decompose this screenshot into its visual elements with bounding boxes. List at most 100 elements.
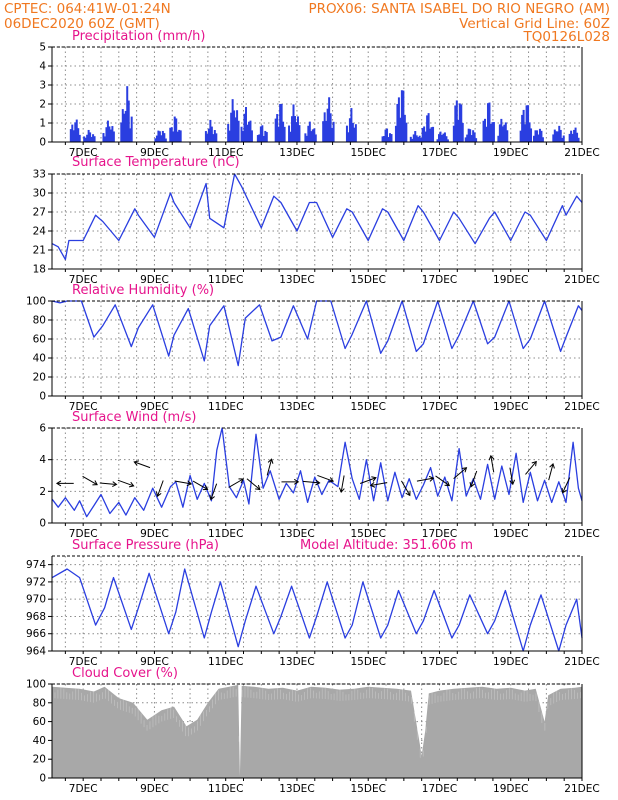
precip-bar — [75, 119, 78, 142]
wind-arrow-head — [338, 487, 345, 493]
wind-arrow-head — [444, 481, 451, 487]
panel-surface_temperature: Surface Temperature (nC) 18 21 24 27 30 33 7DEC… — [33, 155, 600, 286]
precip-bar — [87, 129, 90, 142]
y-tick-label: 80 — [33, 315, 46, 327]
precip-bar — [383, 136, 386, 142]
x-tick-label: 17DEC — [422, 656, 457, 668]
x-tick-label: 13DEC — [279, 401, 314, 413]
precip-bar — [282, 121, 285, 142]
panel-grid — [52, 173, 583, 270]
precip-bar — [439, 131, 442, 142]
panel-data — [51, 427, 583, 518]
wind-arrow-shaft — [134, 461, 151, 469]
precip-bar — [467, 128, 470, 142]
precip-bar — [84, 137, 87, 142]
wind-arrow — [453, 467, 468, 479]
precip-bar — [92, 134, 95, 142]
precip-bar — [568, 133, 571, 142]
precip-bar — [157, 130, 160, 142]
precip-bar — [570, 130, 573, 142]
wind-arrow-shaft — [470, 470, 478, 487]
wind-arrow-shaft — [82, 475, 98, 486]
precip-bar — [402, 90, 405, 142]
wind-arrow-shaft — [562, 477, 571, 493]
precip-bar — [504, 122, 507, 142]
precip-bar — [158, 131, 161, 142]
wind-arrow-shaft — [246, 478, 261, 490]
wind-arrow — [133, 460, 151, 469]
x-tick-label: 15DEC — [351, 401, 386, 413]
precip-bar — [123, 113, 126, 142]
precip-bar — [535, 130, 538, 142]
y-tick-label: 0 — [39, 518, 46, 530]
wind-arrow-head — [238, 478, 245, 484]
precip-bar — [277, 126, 280, 142]
x-tick-label: 15DEC — [351, 656, 386, 668]
precip-bar — [558, 125, 561, 142]
wind-arrow — [302, 479, 321, 486]
precip-bar — [397, 97, 400, 142]
wind-arrow — [548, 462, 555, 481]
x-tick-label: 17DEC — [422, 528, 457, 540]
precip-bar — [249, 120, 252, 142]
x-tick-label: 13DEC — [279, 656, 314, 668]
precip-bar — [176, 131, 179, 142]
y-tick-label: 60 — [33, 334, 46, 346]
x-tick-label: 21DEC — [564, 401, 599, 413]
precip-bar — [415, 135, 418, 142]
y-tick-label: 0 — [39, 391, 46, 403]
precip-bar — [409, 136, 412, 142]
y-tick-label: 3 — [39, 80, 46, 92]
panel-cloud_cover: Cloud Cover (%) 0 20 40 60 80 100 7DEC 9DEC 11DEC… — [26, 666, 600, 795]
precip-bar — [412, 134, 415, 142]
wind-arrow-head — [371, 476, 377, 482]
precip-bar — [475, 138, 478, 142]
x-tick-label: 17DEC — [422, 147, 457, 159]
y-tick-label: 40 — [33, 353, 46, 365]
y-tick-label: 974 — [26, 559, 46, 571]
panel-data — [52, 300, 583, 367]
x-tick-label: 11DEC — [208, 401, 243, 413]
precip-bar — [170, 127, 173, 142]
precip-bar — [161, 130, 164, 142]
y-tick-label: 100 — [26, 679, 46, 691]
precip-bar — [233, 110, 236, 142]
wind-arrow-head — [112, 481, 118, 488]
wind-arrow-shaft — [401, 480, 411, 496]
wind-arrow-shaft — [435, 475, 450, 486]
precip-bar — [500, 118, 503, 142]
y-tick-label: 18 — [33, 264, 46, 276]
precip-bar — [577, 137, 580, 142]
x-tick-label: 13DEC — [279, 147, 314, 159]
y-tick-label: 4 — [39, 61, 46, 73]
precip-bar — [403, 114, 406, 142]
panel-data — [51, 173, 583, 261]
wind-arrow — [99, 481, 118, 488]
precip-bar — [411, 138, 414, 142]
wind-arrow — [525, 460, 537, 475]
wind-arrow-head — [267, 458, 274, 464]
wind-arrows — [55, 454, 571, 501]
y-tick-label: 2 — [39, 99, 46, 111]
precip-bar — [503, 124, 506, 142]
precip-bar — [417, 137, 420, 142]
precip-bar — [436, 139, 439, 142]
precip-bar — [399, 117, 402, 142]
y-tick-label: 27 — [33, 207, 46, 219]
series-line-surface_temperature — [51, 173, 583, 261]
precip-bar — [390, 134, 393, 142]
precip-bar — [164, 138, 167, 142]
panel-relative_humidity: Relative Humidity (%) 0 20 40 60 80 100 7DEC 9DE… — [26, 283, 600, 413]
wind-arrow-head — [369, 481, 376, 488]
x-tick-label: 21DEC — [564, 528, 599, 540]
precip-bar — [461, 122, 464, 142]
wind-arrow-shaft — [228, 478, 244, 488]
precip-bar — [430, 127, 433, 142]
precip-bar — [530, 128, 533, 142]
x-tick-label: 19DEC — [493, 656, 528, 668]
precip-bar — [528, 122, 531, 142]
wind-arrow-shaft — [99, 482, 117, 485]
y-tick-label: 20 — [33, 754, 46, 766]
precip-bar — [207, 128, 210, 142]
precip-bar — [437, 134, 440, 142]
